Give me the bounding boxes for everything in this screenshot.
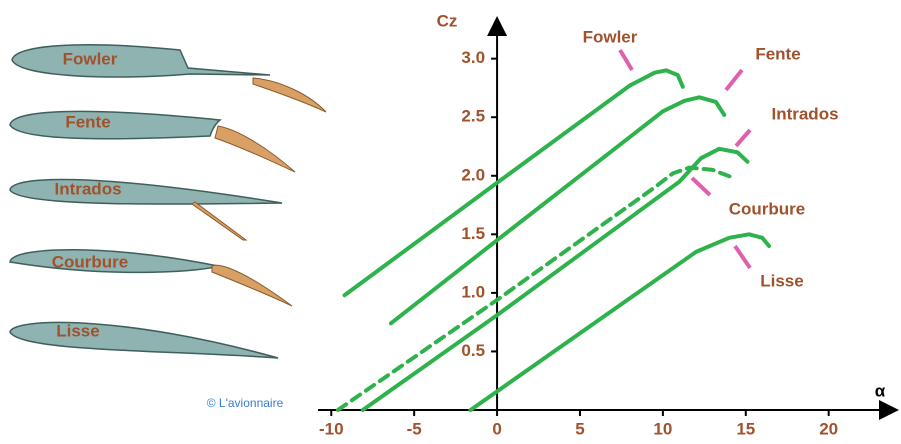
- airfoil: [9, 110, 222, 140]
- flap: [211, 264, 293, 307]
- series-label: Courbure: [729, 199, 806, 218]
- series-label: Intrados: [771, 104, 838, 123]
- x-tick-label: -5: [407, 419, 422, 438]
- y-tick-label: 1.5: [461, 224, 485, 243]
- x-tick-label: 0: [492, 419, 501, 438]
- airfoil: [9, 178, 283, 205]
- series-label: Fente: [755, 44, 800, 63]
- flap: [214, 125, 296, 173]
- leader-line: [618, 48, 634, 72]
- leader-line: [724, 68, 744, 92]
- curve: [388, 95, 727, 326]
- airfoils: Fowler Fente Intrados Courbure Lisse: [9, 44, 327, 359]
- y-tick-label: 2.0: [461, 165, 485, 184]
- curve: [360, 146, 750, 412]
- airfoil-label: Lisse: [56, 321, 99, 340]
- airfoil: [9, 321, 279, 359]
- y-tick-label: 1.0: [461, 282, 485, 301]
- airfoil-label: Fowler: [63, 49, 118, 68]
- credit: © L'avionnaire: [207, 396, 284, 410]
- airfoil-label: Courbure: [52, 252, 129, 271]
- flap: [191, 201, 248, 241]
- leaders: [618, 48, 752, 270]
- x-tick-label: 10: [653, 419, 672, 438]
- leader-line: [733, 244, 752, 270]
- airfoil: [11, 44, 271, 78]
- x-tick-label: -10: [319, 419, 344, 438]
- series-label: Lisse: [760, 271, 803, 290]
- leader-line: [690, 176, 712, 197]
- curve: [342, 68, 685, 298]
- leader-line: [734, 128, 752, 148]
- curve: [468, 232, 771, 412]
- y-tick-label: 3.0: [461, 48, 485, 67]
- curve: [335, 165, 737, 412]
- airfoil-label: Intrados: [54, 179, 121, 198]
- series-label: Fowler: [583, 27, 638, 46]
- x-tick-label: 15: [736, 419, 755, 438]
- airfoil-label: Fente: [65, 112, 110, 131]
- y-tick-label: 2.5: [461, 107, 485, 126]
- x-tick-label: 20: [819, 419, 838, 438]
- flap: [252, 77, 327, 113]
- y-axis-label: Cz: [437, 11, 458, 30]
- x-tick-label: 5: [575, 419, 584, 438]
- y-tick-label: 0.5: [461, 341, 485, 360]
- x-axis-label: α: [875, 381, 886, 400]
